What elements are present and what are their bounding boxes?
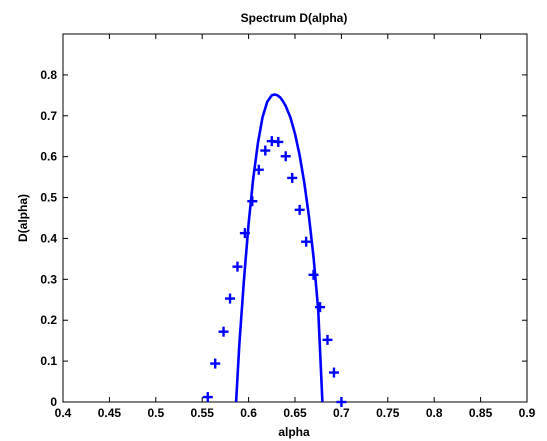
data-point-plus bbox=[218, 326, 229, 337]
data-point-plus bbox=[336, 397, 347, 407]
x-tick-label: 0.85 bbox=[469, 406, 493, 420]
x-tick-label: 0.45 bbox=[98, 406, 122, 420]
data-point-plus bbox=[202, 392, 213, 403]
data-point-plus bbox=[301, 236, 312, 247]
data-point-plus bbox=[294, 204, 305, 215]
data-series bbox=[202, 93, 347, 407]
y-tick-label: 0.1 bbox=[40, 354, 57, 368]
data-point-plus bbox=[273, 136, 284, 147]
data-point-plus bbox=[260, 145, 271, 156]
x-tick-label: 0.5 bbox=[147, 406, 164, 420]
data-point-plus bbox=[280, 151, 291, 162]
data-point-plus bbox=[210, 358, 221, 369]
y-tick-label: 0.5 bbox=[40, 191, 57, 205]
x-tick-label: 0.4 bbox=[55, 406, 72, 420]
x-tick-label: 0.8 bbox=[426, 406, 443, 420]
y-tick-label: 0.6 bbox=[40, 150, 57, 164]
x-tick-labels: 0.4 0.45 0.5 0.55 0.6 0.65 0.7 0.75 0.8 0.85 0.9 bbox=[55, 406, 536, 420]
x-tick-label: 0.65 bbox=[283, 406, 307, 420]
x-tick-label: 0.75 bbox=[376, 406, 400, 420]
y-tick-label: 0.2 bbox=[40, 313, 57, 327]
y-tick-labels: 0 0.1 0.2 0.3 0.4 0.5 0.6 0.7 0.8 bbox=[40, 68, 57, 409]
data-point-plus bbox=[287, 172, 298, 183]
y-tick-label: 0.3 bbox=[40, 272, 57, 286]
y-axis-label: D(alpha) bbox=[16, 194, 30, 242]
y-tick-label: 0.7 bbox=[40, 109, 57, 123]
data-point-plus bbox=[322, 334, 333, 345]
data-point-plus bbox=[225, 293, 236, 304]
y-tick-label: 0.8 bbox=[40, 68, 57, 82]
x-tick-label: 0.7 bbox=[333, 406, 350, 420]
plot-area bbox=[62, 33, 528, 403]
x-tick-label: 0.9 bbox=[519, 406, 536, 420]
x-tick-label: 0.55 bbox=[191, 406, 215, 420]
fit-curve bbox=[234, 93, 324, 403]
x-tick-label: 0.6 bbox=[240, 406, 257, 420]
y-tick-label: 0.4 bbox=[40, 231, 57, 245]
data-point-plus bbox=[232, 261, 243, 272]
data-point-plus bbox=[328, 367, 339, 378]
y-tick-label: 0 bbox=[50, 395, 57, 409]
chart-title: Spectrum D(alpha) bbox=[241, 11, 348, 25]
x-axis-label: alpha bbox=[278, 425, 310, 439]
